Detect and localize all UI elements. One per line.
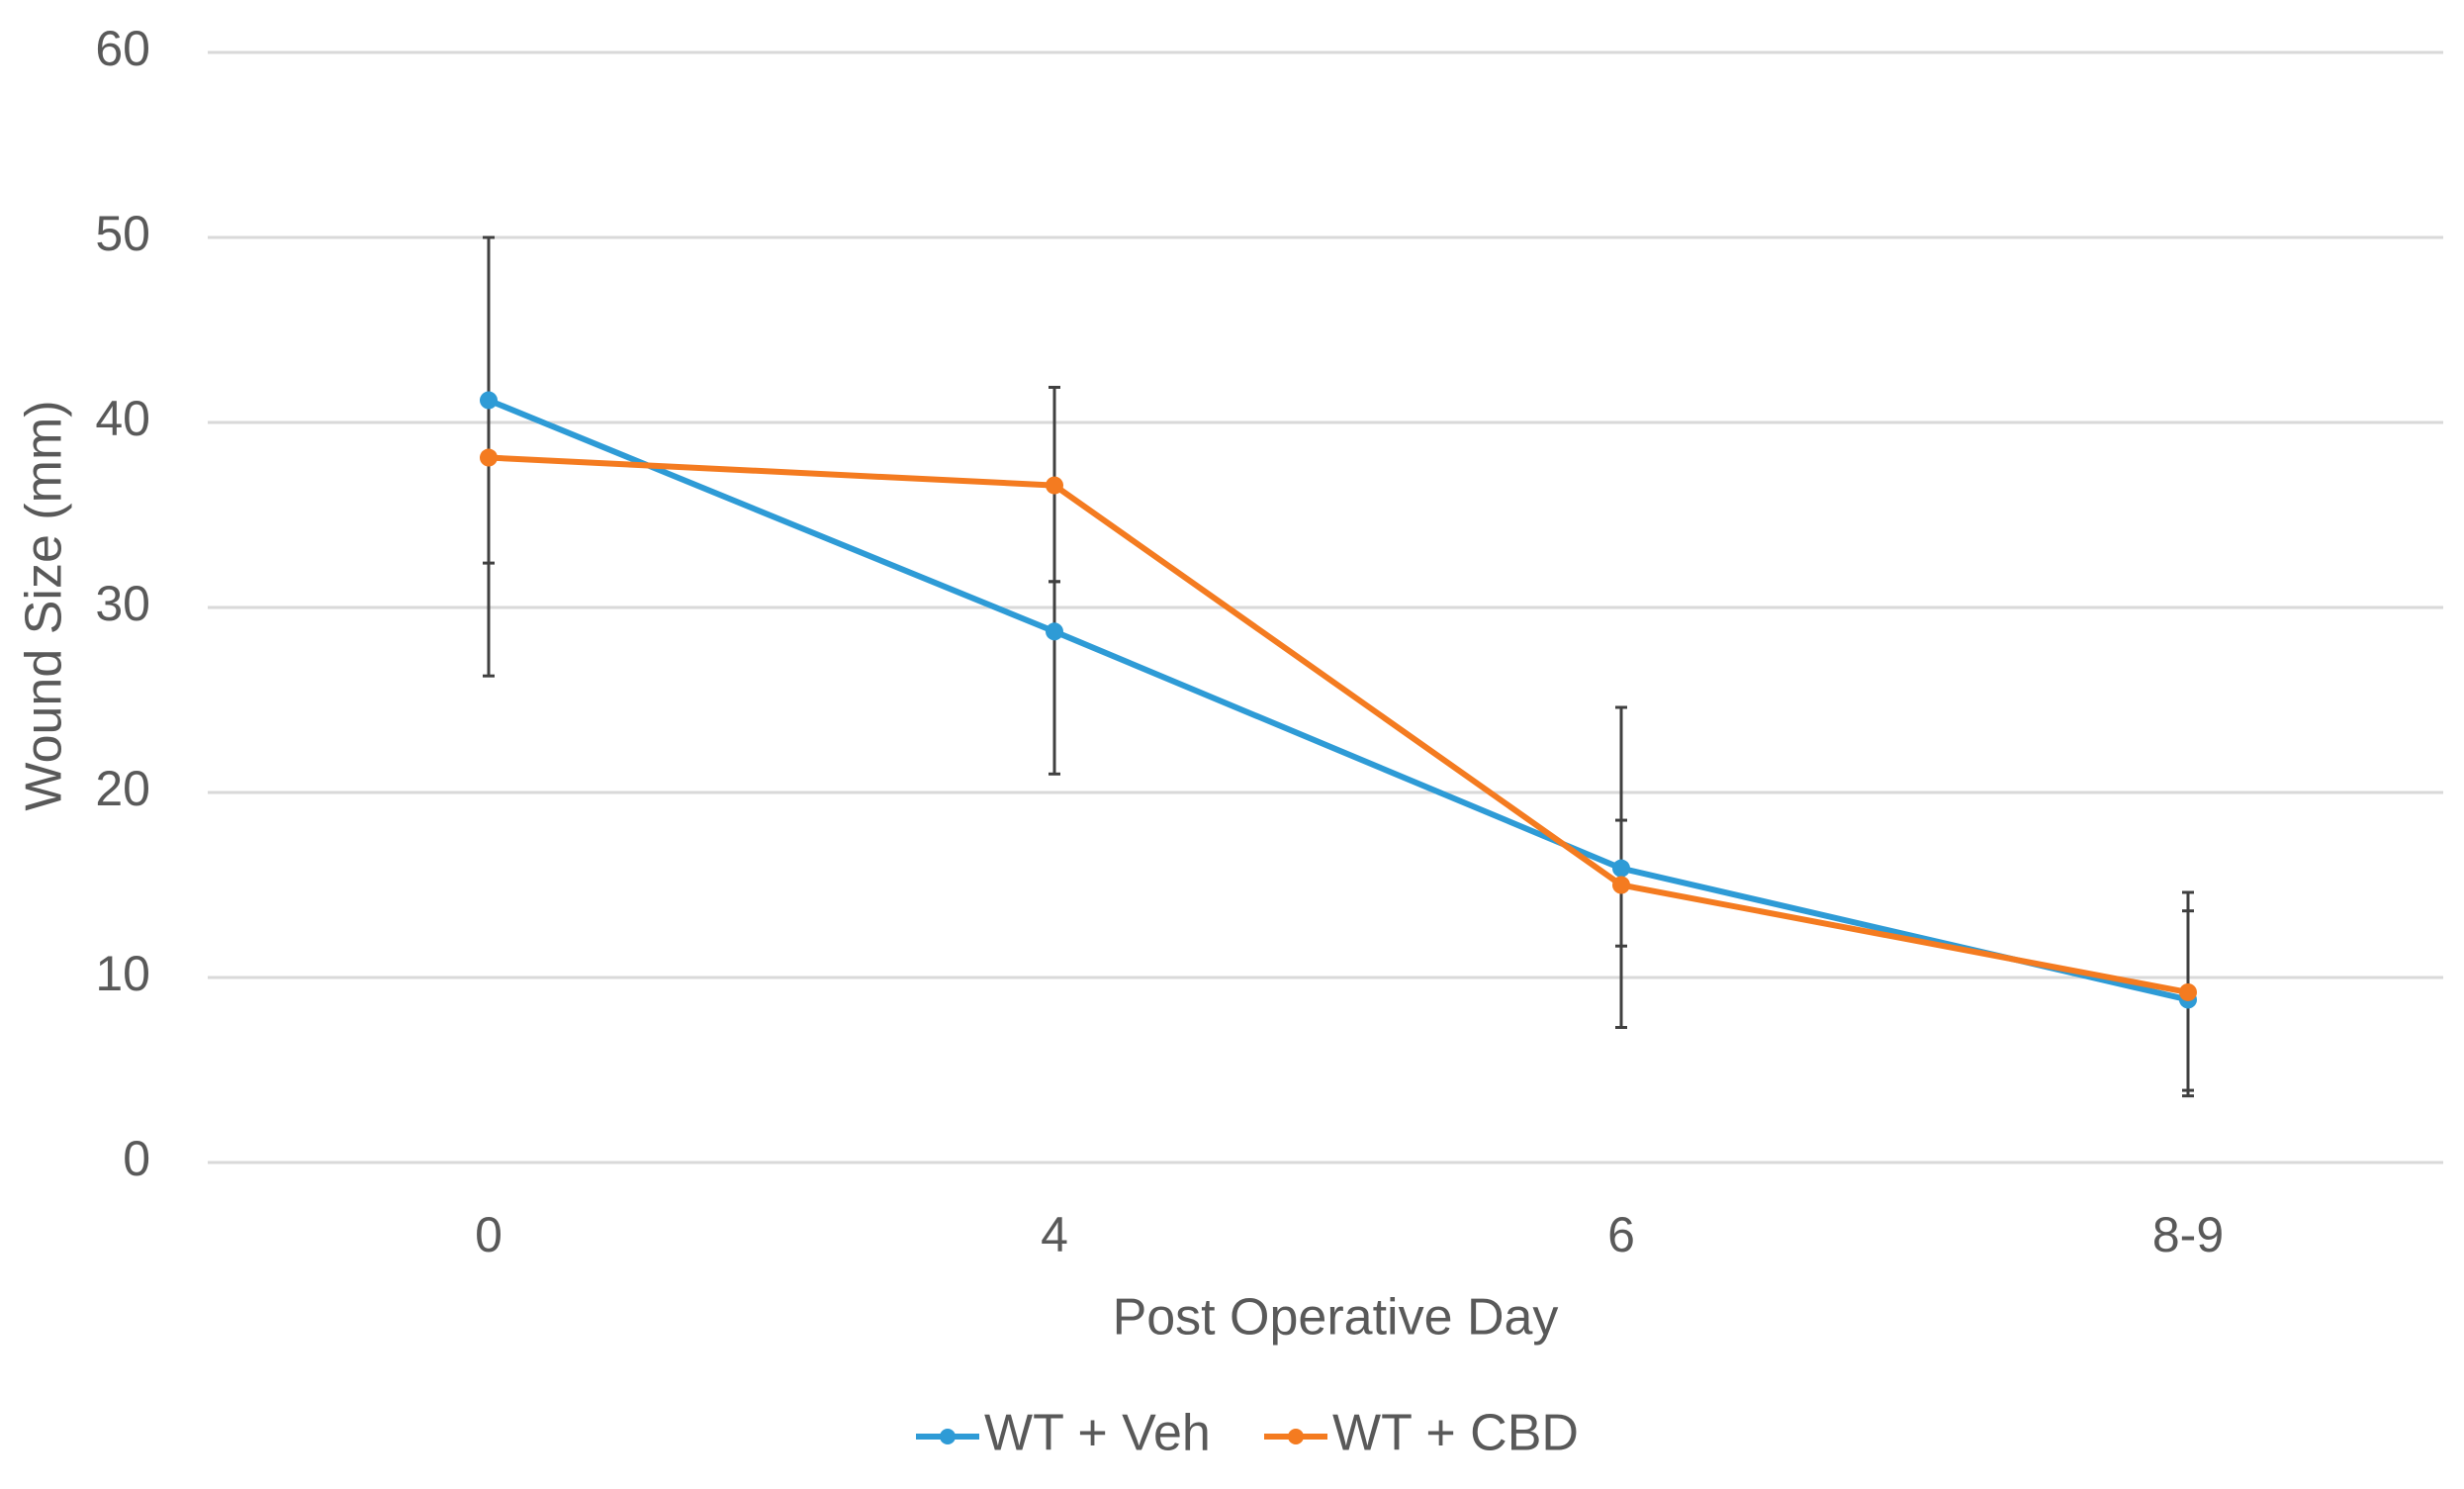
y-tick-label: 20: [95, 761, 150, 816]
data-point: [1046, 622, 1063, 641]
data-point: [2179, 982, 2197, 1001]
gridlines: [208, 50, 2443, 1164]
legend-item-veh: WT + Veh: [916, 1405, 1211, 1462]
y-axis-tick-labels: 0 10 20 30 40 50 60: [95, 21, 150, 1186]
x-tick-label: 4: [1041, 1207, 1068, 1262]
x-tick-label: 6: [1607, 1207, 1635, 1262]
legend-marker-dot: [940, 1429, 956, 1444]
y-tick-label: 40: [95, 391, 150, 446]
series-line: [486, 454, 2191, 995]
error-bars: [483, 235, 2194, 1098]
y-tick-label: 10: [95, 946, 150, 1001]
error-bar: [1049, 580, 1060, 776]
series-line: [486, 397, 2191, 1003]
y-axis-title: Wound Size (mm): [16, 400, 73, 810]
series-veh: [480, 391, 2197, 1009]
series-cbd: [480, 448, 2197, 1001]
data-point: [1046, 476, 1063, 495]
legend-marker-dot: [1288, 1429, 1304, 1444]
y-tick-label: 0: [123, 1131, 150, 1186]
data-point: [1612, 876, 1630, 894]
data-point: [480, 448, 498, 467]
legend: WT + Veh WT + CBD: [916, 1405, 1579, 1462]
y-tick-label: 60: [95, 21, 150, 76]
data-point: [1612, 859, 1630, 878]
y-tick-label: 30: [95, 576, 150, 631]
x-tick-label: 0: [475, 1207, 502, 1262]
x-axis-title: Post Operative Day: [1113, 1289, 1559, 1347]
x-tick-label: 8-9: [2152, 1207, 2224, 1262]
y-tick-label: 50: [95, 206, 150, 261]
legend-item-cbd: WT + CBD: [1264, 1405, 1579, 1462]
legend-label: WT + CBD: [1332, 1405, 1579, 1462]
data-series: [480, 391, 2197, 1009]
x-axis-tick-labels: 0 4 6 8-9: [475, 1207, 2224, 1262]
legend-label: WT + Veh: [984, 1405, 1211, 1462]
data-point: [480, 391, 498, 410]
